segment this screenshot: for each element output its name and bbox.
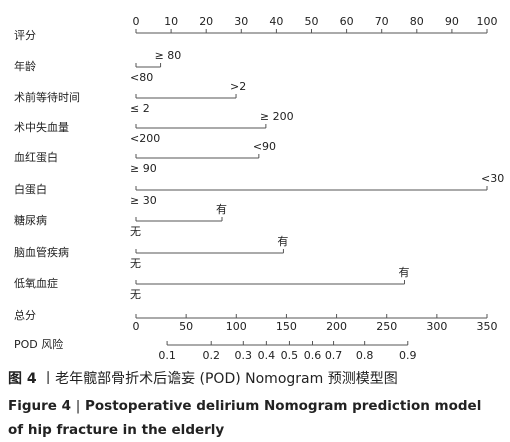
tick-label: 60 [340, 15, 354, 28]
variable-name: 低氧血症 [14, 276, 58, 290]
tick-label: 350 [477, 320, 498, 333]
tick-label: 150 [276, 320, 297, 333]
variable-name: 糖尿病 [14, 213, 47, 227]
level-label: 无 [130, 225, 141, 238]
level-label: 无 [130, 288, 141, 301]
tick-label: 0.5 [281, 349, 299, 362]
level-label: 有 [216, 202, 227, 216]
separator: 丨 [41, 371, 56, 387]
variable-name: 年龄 [14, 59, 36, 73]
caption: 图 4 丨老年髋部骨折术后谵妄 (POD) Nomogram 预测模型图 Fig… [8, 368, 498, 442]
level-label: ≤ 2 [130, 102, 150, 115]
tick-label: 0.1 [158, 349, 176, 362]
caption-en: Figure 4 | Postoperative delirium Nomogr… [8, 394, 498, 442]
tick-label: 100 [477, 15, 498, 28]
caption-text: Postoperative delirium Nomogram predicti… [8, 398, 482, 438]
tick-label: 70 [375, 15, 389, 28]
caption-text: 老年髋部骨折术后谵妄 (POD) Nomogram 预测模型图 [55, 371, 398, 387]
level-label: >2 [230, 80, 246, 93]
level-label: 有 [277, 234, 288, 248]
level-label: ≥ 30 [130, 194, 157, 207]
tick-label: 0.7 [325, 349, 343, 362]
tick-label: 300 [426, 320, 447, 333]
level-label: <200 [130, 132, 160, 145]
tick-label: 40 [269, 15, 283, 28]
tick-label: 0.4 [258, 349, 276, 362]
tick-label: 200 [326, 320, 347, 333]
tick-label: 0.3 [235, 349, 253, 362]
level-label: 有 [399, 265, 410, 279]
tick-label: 250 [376, 320, 397, 333]
chart: 评分 0 10 20 30 40 50 60 70 80 90 100 年龄 <80≥ 80 术前等待时间 ≤… [14, 15, 504, 362]
tick-label: 0.6 [304, 349, 322, 362]
level-label: <30 [481, 172, 504, 185]
axis-label: 总分 [14, 308, 36, 322]
tick-label: 50 [305, 15, 319, 28]
variable-name: 血红蛋白 [14, 150, 58, 164]
level-label: ≥ 90 [130, 162, 157, 175]
tick-label: 0.9 [399, 349, 417, 362]
tick-label: 50 [179, 320, 193, 333]
tick-label: 0.8 [356, 349, 374, 362]
tick-label: 20 [199, 15, 213, 28]
separator: | [75, 398, 81, 414]
level-label: 无 [130, 257, 141, 270]
tick-label: 0 [133, 15, 140, 28]
level-label: <80 [130, 71, 153, 84]
tick-label: 0 [133, 320, 140, 333]
variable-name: 脑血管疾病 [14, 245, 69, 259]
tick-label: 10 [164, 15, 178, 28]
axis-label: 评分 [14, 29, 36, 42]
fig-label: 图 4 [8, 371, 37, 387]
variable-name: 术中失血量 [14, 120, 69, 134]
tick-label: 80 [410, 15, 424, 28]
tick-label: 100 [226, 320, 247, 333]
caption-zh: 图 4 丨老年髋部骨折术后谵妄 (POD) Nomogram 预测模型图 [8, 368, 498, 388]
tick-label: 30 [234, 15, 248, 28]
level-label: ≥ 200 [260, 110, 294, 123]
fig-label: Figure 4 [8, 398, 72, 414]
variable-name: 白蛋白 [14, 182, 47, 196]
variable-name: 术前等待时间 [14, 90, 80, 104]
axis-label: POD 风险 [14, 337, 63, 351]
level-label: <90 [253, 140, 276, 153]
tick-label: 90 [445, 15, 459, 28]
level-label: ≥ 80 [155, 49, 182, 62]
tick-label: 0.2 [202, 349, 220, 362]
